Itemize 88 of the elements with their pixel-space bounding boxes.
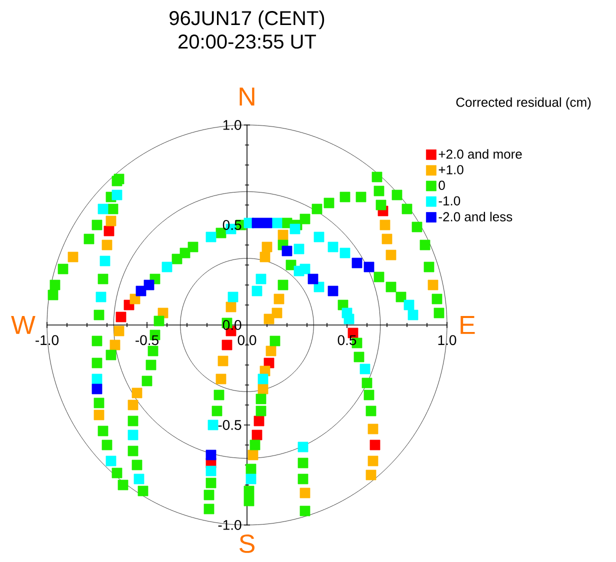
point: [278, 230, 288, 240]
point: [266, 346, 276, 356]
point: [252, 218, 262, 228]
point: [94, 410, 104, 420]
point: [308, 274, 318, 284]
point: [228, 292, 238, 302]
x-tick-label: 1.0: [438, 335, 456, 346]
text: N: [240, 88, 254, 106]
point: [328, 242, 338, 252]
x-tick-label: -0.5: [136, 335, 158, 346]
point: [132, 388, 142, 398]
point: [382, 234, 392, 244]
point: [340, 248, 350, 258]
point: [92, 374, 102, 384]
point: [314, 232, 324, 242]
point: [344, 314, 354, 324]
point: [352, 258, 362, 268]
point: [380, 220, 390, 230]
point: [162, 262, 172, 272]
point: [300, 488, 310, 498]
x-tick-label: -1.0: [36, 335, 59, 346]
point: [216, 374, 226, 384]
point: [252, 430, 262, 440]
point: [102, 240, 112, 250]
point: [206, 466, 216, 476]
point: [110, 340, 120, 350]
point: [298, 442, 308, 452]
y-tick-label: 0.5: [222, 220, 242, 230]
point: [368, 456, 378, 466]
point: [272, 218, 282, 228]
legend-label: +2.0 and more: [438, 149, 522, 159]
point: [206, 232, 216, 242]
point: [106, 456, 116, 466]
point: [366, 470, 376, 480]
point: [206, 450, 216, 460]
legend-label: -2.0 and less: [438, 212, 512, 222]
point: [92, 384, 102, 394]
point: [258, 384, 268, 394]
point: [386, 250, 396, 260]
legend-label: -1.0: [438, 196, 460, 206]
y-tick-label: -0.5: [218, 420, 242, 430]
point: [258, 374, 268, 384]
point: [208, 420, 218, 430]
text: W: [11, 316, 36, 334]
point: [246, 474, 256, 484]
text: S: [240, 534, 254, 553]
point: [222, 340, 232, 350]
text: E: [460, 316, 475, 334]
point: [428, 280, 438, 290]
point: [226, 302, 236, 312]
point: [96, 292, 106, 302]
point: [404, 300, 414, 310]
point: [368, 424, 378, 434]
point: [294, 266, 304, 276]
point: [98, 204, 108, 214]
point: [364, 262, 374, 272]
point: [262, 242, 272, 252]
point: [134, 474, 144, 484]
point: [274, 294, 284, 304]
point: [128, 400, 138, 410]
point: [290, 224, 300, 234]
legend-title: Corrected residual (cm): [456, 97, 591, 110]
point: [360, 364, 370, 374]
point: [68, 252, 78, 262]
point: [128, 430, 138, 440]
point: [116, 312, 126, 322]
chart-subtitle: 20:00-23:55 UT: [178, 34, 316, 49]
point: [254, 416, 264, 426]
legend-label: 0: [438, 180, 445, 190]
point: [282, 246, 292, 256]
point: [294, 244, 304, 254]
point: [262, 218, 272, 228]
legend-label: +1.0: [438, 165, 464, 174]
point: [370, 440, 380, 450]
point: [100, 256, 110, 266]
point: [248, 450, 258, 460]
point: [408, 310, 418, 320]
point: [218, 356, 228, 366]
point: [264, 314, 274, 324]
point: [144, 280, 154, 290]
point: [260, 252, 270, 262]
point: [114, 326, 124, 336]
chart-title: 96JUN17 (CENT): [170, 10, 324, 30]
point: [252, 286, 262, 296]
point: [256, 274, 266, 284]
point: [104, 226, 114, 236]
point: [328, 286, 338, 296]
point: [106, 216, 116, 226]
